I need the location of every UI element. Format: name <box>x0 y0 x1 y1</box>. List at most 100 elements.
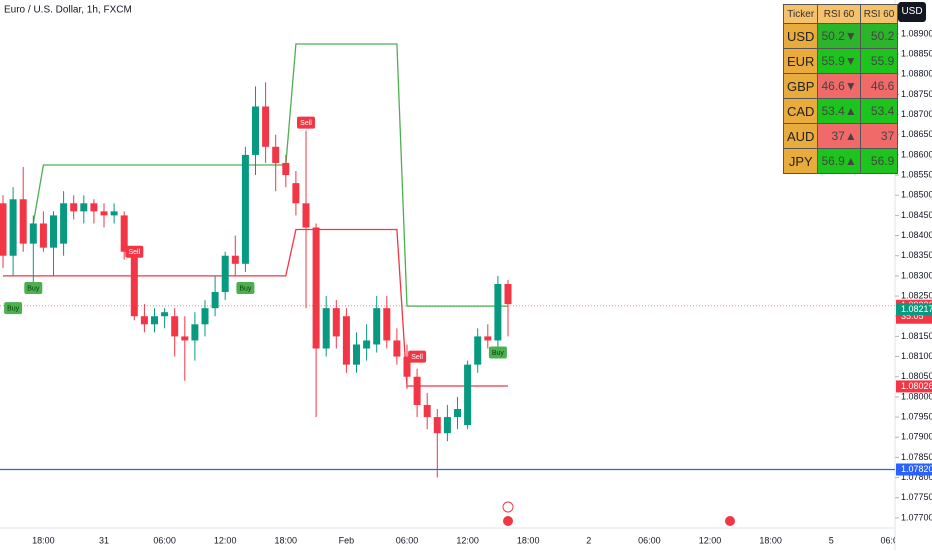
rsi-cell: 55.9 <box>859 48 899 74</box>
table-row: GBP 46.6▼ 46.6 <box>782 73 899 99</box>
price-label: 1.07820 <box>901 464 932 474</box>
candle-body <box>322 308 330 349</box>
table-row: CAD 53.4▲ 53.4 <box>782 98 899 124</box>
candle-body <box>110 211 118 216</box>
x-tick-label: 06:00 <box>396 535 419 545</box>
price-label-box <box>896 380 932 393</box>
candle-body <box>312 227 320 349</box>
y-tick-label: 1.07800 <box>901 472 932 482</box>
x-tick-label: 18:00 <box>517 535 540 545</box>
price-label-box <box>896 463 932 476</box>
candle-body <box>504 283 512 305</box>
x-tick-label: 12:00 <box>214 535 237 545</box>
x-tick-label: 06:00 <box>638 535 661 545</box>
rsi-cell: 37▲ <box>817 123 861 149</box>
x-tick-label: 12:00 <box>699 535 722 545</box>
candle-body <box>19 199 27 244</box>
candle-body <box>272 146 280 163</box>
y-tick-label: 1.08550 <box>901 169 932 179</box>
chart-title: Euro / U.S. Dollar, 1h, FXCM <box>4 5 132 16</box>
y-tick-label: 1.08900 <box>901 28 932 38</box>
table-row: JPY 56.9▲ 56.9 <box>782 148 899 174</box>
rsi-cell: 46.6 <box>859 73 899 99</box>
signal-badge <box>408 350 427 363</box>
candle-body <box>130 251 138 317</box>
x-tick-label: 06:00 <box>153 535 176 545</box>
table-header: Ticker RSI 60 RSI 60 <box>782 4 899 24</box>
countdown: 35:05 <box>901 311 924 321</box>
signal-label: Buy <box>492 350 505 357</box>
ticker-cell: EUR <box>782 48 819 74</box>
y-tick-label: 1.08450 <box>901 210 932 220</box>
candle-body <box>140 316 148 325</box>
candle-body <box>423 404 431 418</box>
event-icons <box>502 501 735 526</box>
candle-body <box>262 106 270 147</box>
candle-body <box>171 316 179 337</box>
table-row: USD 50.2▼ 50.2 <box>782 23 899 49</box>
candle-body <box>353 344 360 365</box>
candle-body <box>120 215 128 252</box>
candle-body <box>443 417 451 434</box>
candle-body <box>413 376 421 405</box>
candle-body <box>181 336 189 341</box>
candle-body <box>201 308 209 325</box>
rsi-cell: 50.2▼ <box>817 23 861 49</box>
rsi-cell: 46.6▼ <box>817 73 861 99</box>
candle-body <box>0 203 7 256</box>
rsi-cell: 50.2 <box>859 23 899 49</box>
candle-body <box>39 223 47 248</box>
x-tick-label: Feb <box>339 535 355 545</box>
y-tick-label: 1.08650 <box>901 129 932 139</box>
table-row: EUR 55.9▼ 55.9 <box>782 48 899 74</box>
ticker-cell: USD <box>782 23 819 49</box>
ticker-cell: CAD <box>782 98 819 124</box>
candle-body <box>282 162 290 176</box>
signal-badge <box>24 282 43 294</box>
candle-body <box>161 312 169 317</box>
currency-button[interactable]: USD <box>898 2 926 22</box>
candle-body <box>9 199 17 256</box>
x-tick-label: 12:00 <box>456 535 479 545</box>
candle-body <box>70 203 78 212</box>
y-tick-label: 1.08150 <box>901 331 932 341</box>
x-tick-label: 2 <box>586 535 591 545</box>
candle-body <box>494 283 502 341</box>
candle-body <box>60 203 68 244</box>
signal-badge <box>297 116 315 129</box>
y-tick-label: 1.08400 <box>901 230 932 240</box>
ticker-cell: JPY <box>782 148 819 174</box>
rsi-cell: 53.4▲ <box>817 98 861 124</box>
header-cell: RSI 60 <box>859 4 899 24</box>
candle-body <box>484 336 492 341</box>
x-tick-label: 31 <box>99 535 109 545</box>
y-tick-label: 1.08250 <box>901 290 932 300</box>
y-tick-label: 1.08500 <box>901 190 932 200</box>
candle-body <box>221 255 229 293</box>
indicator-line <box>3 228 508 387</box>
rsi-cell: 55.9▼ <box>817 48 861 74</box>
x-tick-label: 5 <box>829 535 834 545</box>
indicator-line <box>32 43 508 307</box>
header-cell: RSI 60 <box>817 4 861 24</box>
candle-body <box>393 340 401 357</box>
signal-badge <box>125 245 144 258</box>
table-row: AUD 37▲ 37 <box>782 123 899 149</box>
price-label-box <box>896 303 932 316</box>
header-cell: Ticker <box>782 4 819 24</box>
candle-body <box>373 308 381 345</box>
candle-body <box>403 356 411 377</box>
candle-body <box>302 203 310 228</box>
rsi-cell: 37 <box>859 123 899 149</box>
y-tick-label: 1.08750 <box>901 89 932 99</box>
y-tick-label: 1.08850 <box>901 48 932 58</box>
ticker-cell: GBP <box>782 73 819 99</box>
x-tick-label: 18:00 <box>32 535 55 545</box>
y-tick-label: 1.08350 <box>901 250 932 260</box>
signal-label: Buy <box>27 285 40 292</box>
candle-body <box>252 106 259 155</box>
signal-badge <box>4 302 23 315</box>
y-tick-label: 1.08100 <box>901 351 932 361</box>
signal-label: Buy <box>7 306 20 313</box>
